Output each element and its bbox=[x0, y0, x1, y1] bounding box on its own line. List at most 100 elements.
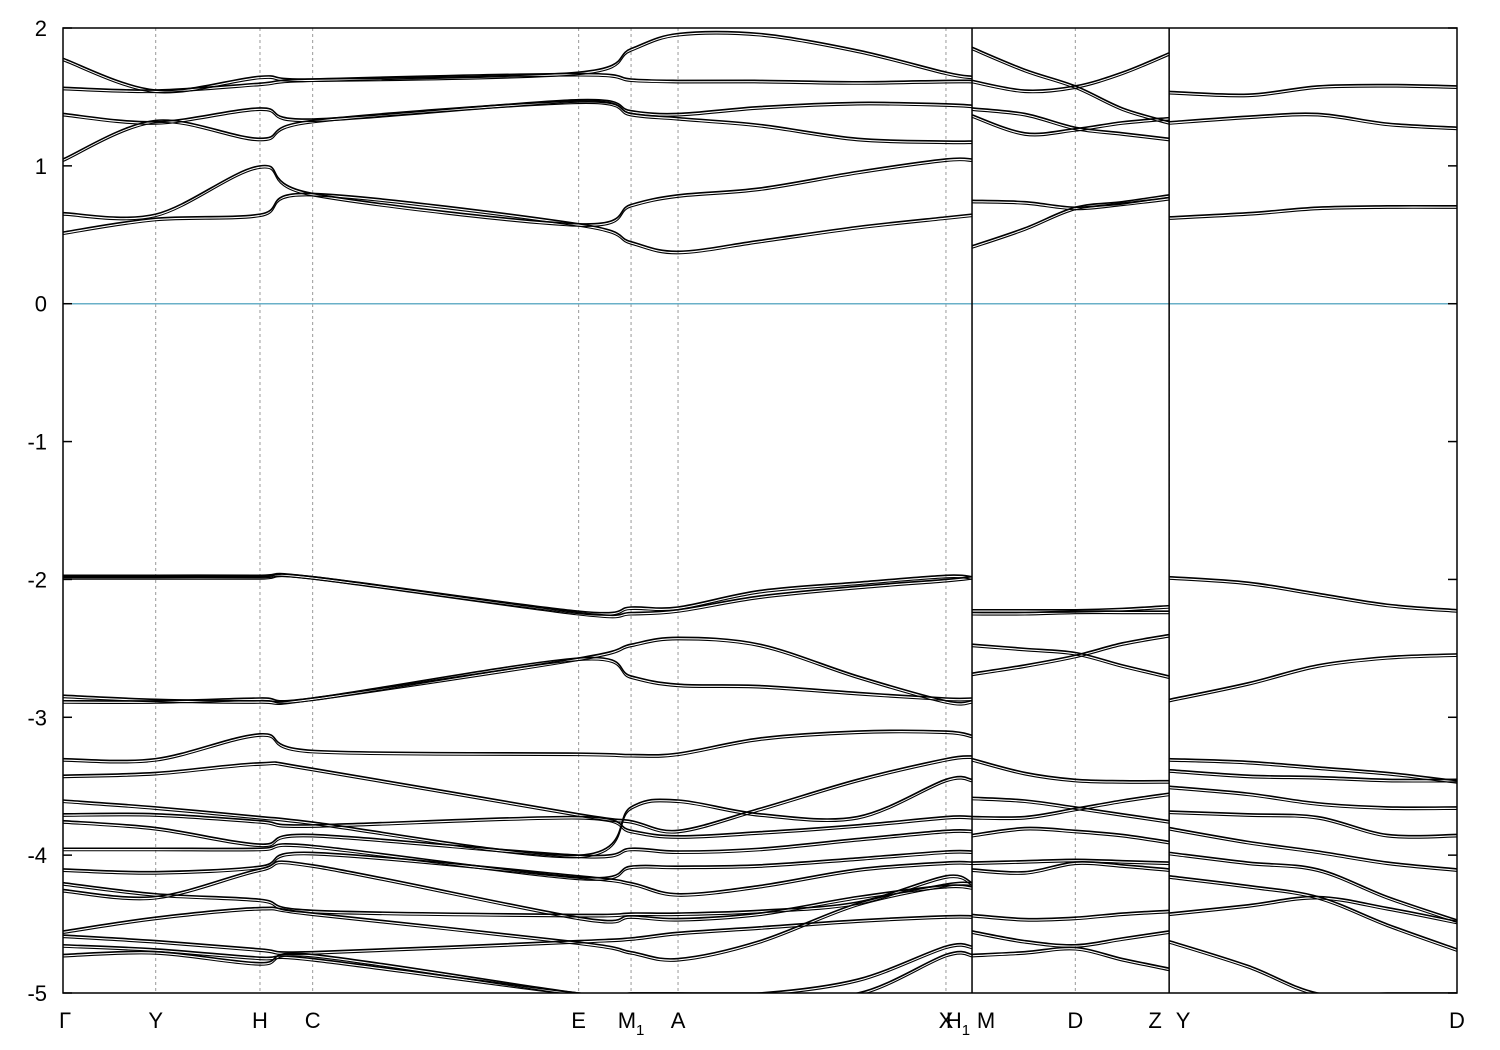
band-line bbox=[63, 843, 973, 879]
band-line-pair bbox=[63, 863, 973, 924]
band-line bbox=[63, 914, 973, 953]
band-line-pair bbox=[1169, 578, 1457, 613]
band-line-pair bbox=[63, 732, 973, 764]
band-line bbox=[63, 819, 973, 857]
band-line bbox=[1169, 810, 1457, 837]
band-line-pair bbox=[63, 845, 973, 881]
band-line-pair bbox=[1169, 655, 1457, 703]
band-line-pair bbox=[1169, 854, 1457, 923]
band-line-pair bbox=[971, 636, 1170, 677]
band-line-pair bbox=[63, 75, 973, 94]
band-line-pair bbox=[1169, 788, 1457, 811]
band-line-pair bbox=[63, 101, 973, 125]
band-line bbox=[63, 573, 973, 614]
y-tick-label: -2 bbox=[27, 567, 47, 592]
band-line bbox=[972, 196, 1170, 209]
band-line-pair bbox=[971, 912, 1170, 922]
band-line bbox=[63, 851, 973, 895]
band-lines bbox=[63, 30, 1457, 993]
band-line bbox=[1169, 785, 1457, 808]
band-line-pair bbox=[63, 778, 973, 859]
band-line-pair bbox=[63, 639, 973, 706]
band-line-pair bbox=[971, 116, 1170, 137]
band-line-pair bbox=[971, 829, 1170, 845]
x-axis-ticks: Γ Y H C E M1 A XH1 M D Z Y D bbox=[59, 1008, 1465, 1039]
band-line-pair bbox=[63, 33, 973, 94]
band-line bbox=[63, 572, 973, 617]
band-line bbox=[63, 775, 973, 857]
band-line-pair bbox=[63, 884, 973, 962]
band-line bbox=[63, 636, 973, 704]
band-line-pair bbox=[63, 877, 973, 918]
band-line-pair bbox=[972, 799, 1170, 824]
band-line-pair bbox=[63, 576, 973, 616]
band-line-pair bbox=[972, 612, 1170, 616]
segment-break-lines bbox=[971, 28, 1170, 993]
kpoint-label: M bbox=[977, 1008, 995, 1033]
band-line-pair bbox=[1169, 760, 1457, 784]
kpoint-label: D bbox=[1449, 1008, 1465, 1033]
band-line-pair bbox=[972, 861, 1170, 866]
band-line bbox=[63, 881, 973, 960]
band-line bbox=[971, 796, 1170, 822]
band-line bbox=[1169, 83, 1457, 96]
band-line bbox=[63, 755, 973, 832]
band-line-pair bbox=[63, 757, 973, 834]
band-line bbox=[63, 942, 973, 993]
band-line bbox=[63, 729, 973, 762]
band-line-pair bbox=[63, 195, 973, 255]
band-line-pair bbox=[1169, 771, 1457, 783]
band-line-pair bbox=[972, 863, 1170, 875]
kpoint-label: D bbox=[1067, 1008, 1083, 1033]
kpoint-label: A bbox=[671, 1008, 686, 1033]
band-line bbox=[971, 643, 1170, 677]
y-axis-ticks: 2 1 0 -1 -2 -3 -4 -5 bbox=[27, 16, 1457, 1006]
band-line bbox=[1169, 112, 1457, 129]
band-line-pair bbox=[971, 49, 1170, 125]
kpoint-label: Z bbox=[1148, 1008, 1161, 1033]
band-line-pair bbox=[972, 949, 1170, 972]
band-line bbox=[1169, 204, 1457, 218]
kpoint-label: C bbox=[305, 1008, 321, 1033]
band-line-pair bbox=[972, 795, 1170, 821]
y-tick-label: -3 bbox=[27, 705, 47, 730]
band-line-pair bbox=[971, 109, 1170, 142]
band-line bbox=[1169, 575, 1457, 611]
band-line-pair bbox=[63, 160, 973, 227]
band-line-pair bbox=[971, 646, 1170, 679]
band-line-pair bbox=[1169, 115, 1457, 131]
band-line bbox=[1169, 851, 1457, 921]
band-line bbox=[63, 72, 973, 91]
band-line bbox=[1169, 826, 1457, 870]
band-line bbox=[971, 107, 1170, 140]
band-line-pair bbox=[971, 760, 1170, 784]
band-line bbox=[63, 30, 973, 92]
band-line-pair bbox=[63, 815, 973, 839]
band-line-pair bbox=[63, 822, 973, 859]
kpoint-label: X bbox=[939, 1008, 954, 1033]
band-line bbox=[971, 46, 1170, 123]
y-tick-label: -1 bbox=[27, 430, 47, 455]
band-line-pair bbox=[63, 103, 973, 162]
band-line-pair bbox=[1169, 829, 1457, 872]
plot-frame bbox=[62, 27, 1458, 994]
band-line bbox=[971, 826, 1170, 843]
kpoint-label: Y bbox=[148, 1008, 163, 1033]
band-line bbox=[972, 604, 1170, 611]
band-line bbox=[972, 792, 1170, 818]
band-line bbox=[63, 100, 973, 160]
band-line bbox=[1168, 653, 1457, 701]
y-tick-label: 0 bbox=[35, 292, 47, 317]
band-line-pair bbox=[971, 932, 1170, 948]
y-tick-label: -5 bbox=[27, 981, 47, 1006]
band-line-pair bbox=[63, 854, 973, 897]
band-line-pair bbox=[1169, 877, 1457, 952]
band-line-pair bbox=[63, 953, 973, 993]
band-line bbox=[1169, 768, 1457, 781]
band-line-pair bbox=[972, 199, 1170, 211]
band-line bbox=[63, 98, 973, 123]
band-line bbox=[971, 757, 1170, 782]
band-line-pair bbox=[63, 945, 973, 993]
